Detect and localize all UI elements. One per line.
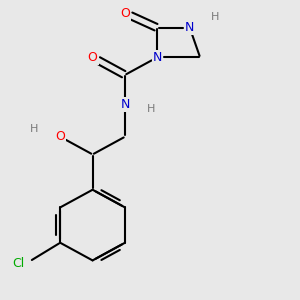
Text: N: N — [185, 21, 194, 34]
Text: O: O — [88, 51, 98, 64]
Text: O: O — [120, 7, 130, 20]
Text: H: H — [29, 124, 38, 134]
Text: N: N — [120, 98, 130, 111]
Text: O: O — [55, 130, 65, 143]
Text: H: H — [211, 13, 219, 22]
Text: N: N — [153, 51, 162, 64]
Text: Cl: Cl — [13, 257, 25, 270]
Text: H: H — [147, 104, 156, 114]
